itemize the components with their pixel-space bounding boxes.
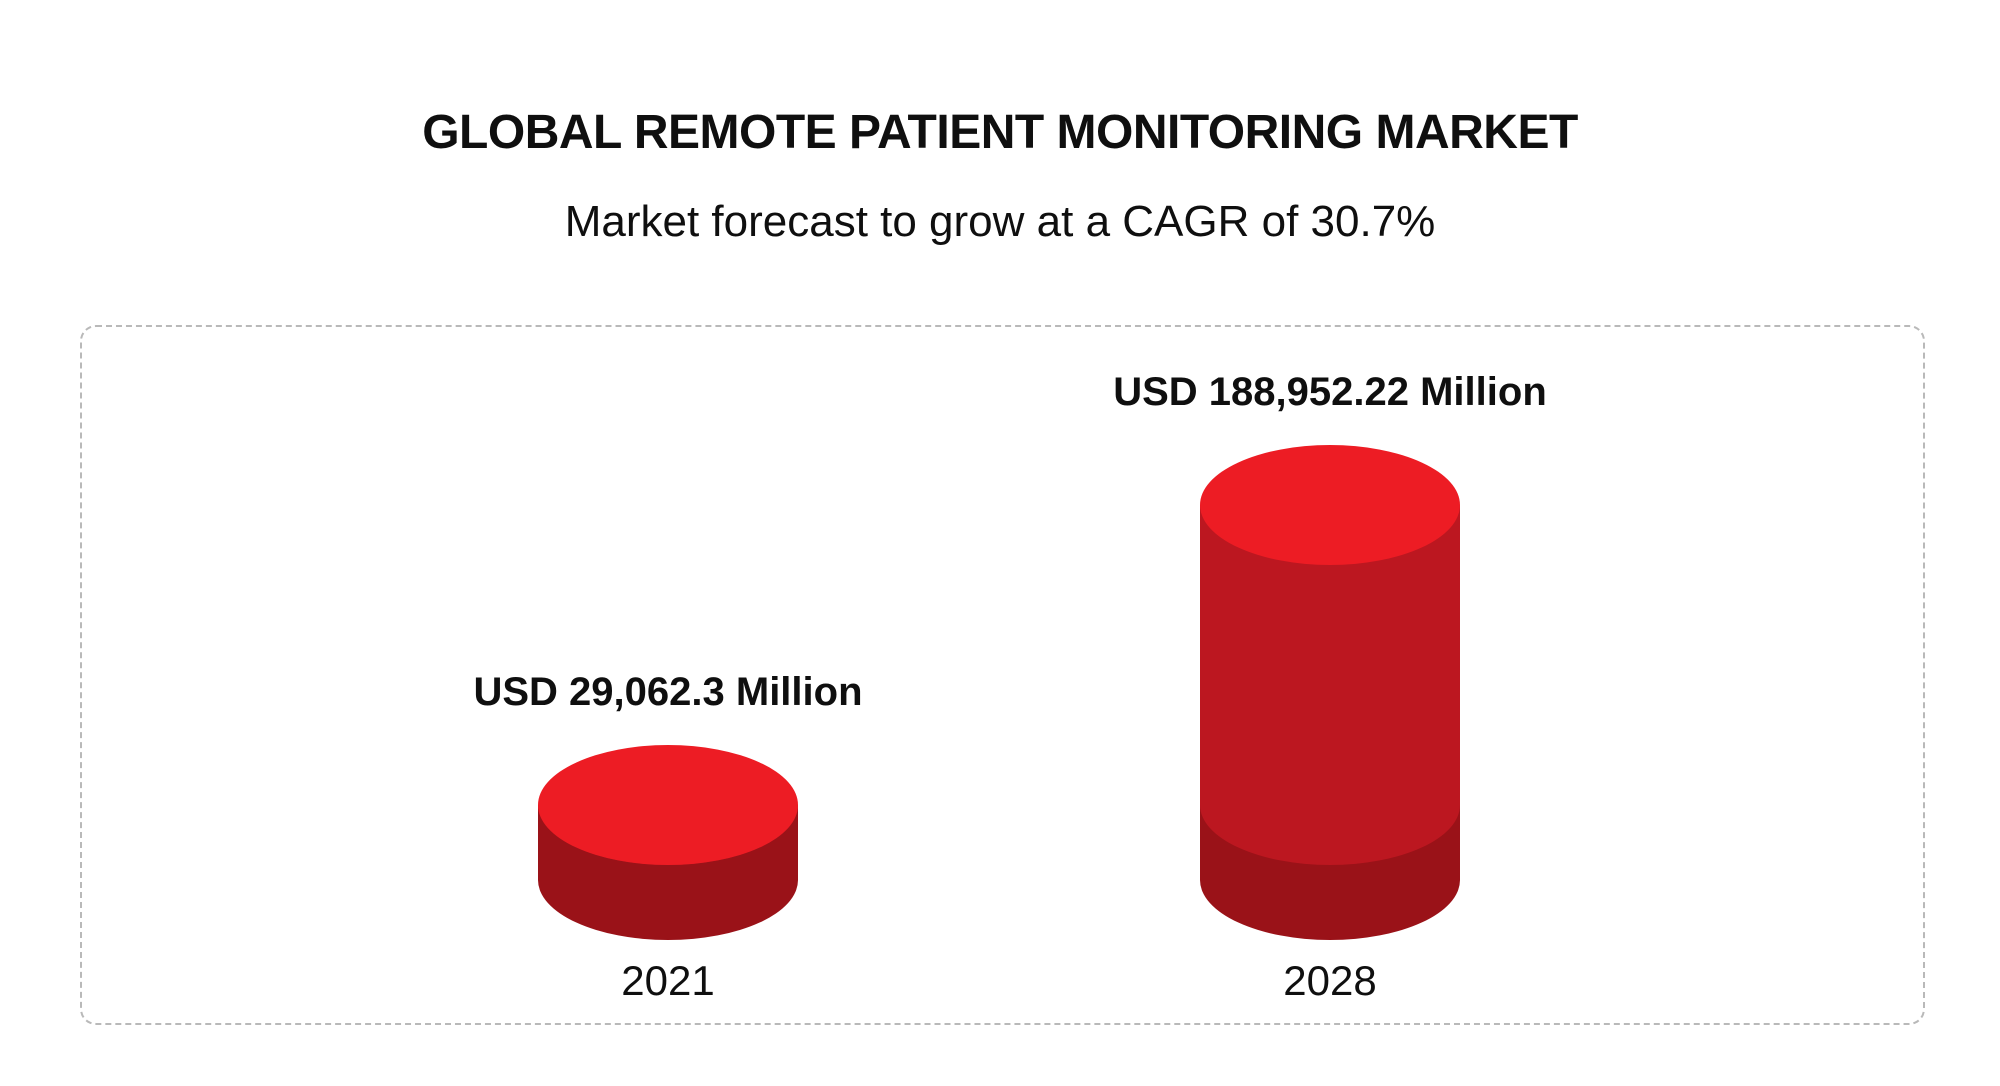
bar-2021 [538,745,798,940]
category-label-2021: 2021 [621,957,714,1004]
chart-subtitle: Market forecast to grow at a CAGR of 30.… [564,197,1436,246]
bar-2028 [1200,445,1460,940]
value-label-2028: USD 188,952.22 Million [1113,370,1547,414]
bar-cap-2021 [538,745,798,865]
bar-cap-2028 [1200,445,1460,565]
category-label-2028: 2028 [1283,957,1376,1004]
bar-body-2028 [1200,505,1460,865]
chart-title: GLOBAL REMOTE PATIENT MONITORING MARKET [422,106,1578,159]
value-label-2021: USD 29,062.3 Million [473,670,862,714]
chart-panel [80,325,1925,1025]
